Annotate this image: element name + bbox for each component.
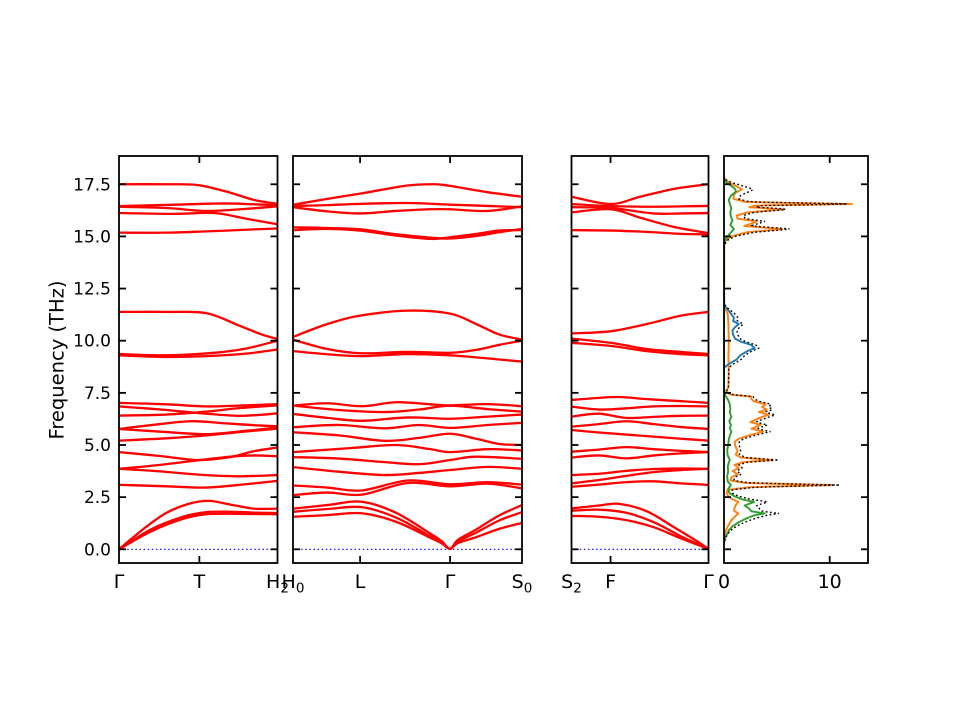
phonon-band — [119, 205, 278, 213]
phonon-band — [119, 512, 278, 551]
phonon-band — [293, 401, 522, 408]
phonon-band — [571, 395, 709, 405]
phonon-band — [119, 479, 278, 489]
x-tick-label: Γ — [703, 571, 714, 593]
phonon-band — [571, 207, 709, 235]
axes-frame — [723, 155, 869, 564]
phonon-band — [571, 514, 709, 551]
y-tick-label: 5.0 — [84, 436, 111, 456]
phonon-band — [293, 511, 522, 551]
phonon-band — [571, 202, 709, 208]
phonon-band — [119, 348, 278, 359]
y-axis-title: Frequency (THz) — [45, 280, 69, 440]
phonon-band — [293, 443, 522, 454]
phonon-band — [571, 206, 709, 216]
x-tick-label: L — [355, 571, 366, 593]
dos-series-orange — [724, 176, 853, 542]
panel-H0-L-gamma-S0: H0 L Γ S0 — [282, 155, 533, 597]
phonon-band — [571, 412, 709, 420]
y-tick-label: 15.0 — [73, 227, 111, 247]
x-tick-label: T — [193, 571, 206, 593]
phonon-band — [571, 404, 709, 411]
phonon-band — [119, 339, 278, 357]
axes-frame — [118, 155, 279, 564]
phonon-band — [571, 341, 709, 357]
phonon-band — [293, 455, 522, 466]
phonon-band — [571, 450, 709, 460]
phonon-band — [571, 183, 709, 206]
dos-total-dotted — [724, 173, 847, 550]
dos-series-green — [724, 178, 766, 544]
phonon-band — [119, 227, 278, 234]
y-tick-label: 2.5 — [84, 488, 111, 508]
phonon-band — [571, 228, 709, 236]
phonon-band — [571, 337, 709, 356]
phonon-band — [571, 310, 709, 335]
x-tick-label: Γ — [114, 571, 125, 593]
phonon-band — [293, 481, 522, 497]
phonon-band — [293, 479, 522, 492]
phonon-band — [119, 454, 278, 470]
axes-frame — [570, 155, 710, 564]
x-tick-label: H0 — [282, 571, 305, 597]
phonon-band — [293, 431, 522, 447]
phonon-band — [571, 428, 709, 442]
y-tick-label: 17.5 — [73, 175, 111, 195]
x-tick-label: S0 — [512, 571, 533, 597]
phonon-band — [571, 467, 709, 477]
phonon-band — [119, 446, 278, 462]
x-tick-label: S2 — [561, 571, 582, 597]
phonon-band — [293, 412, 522, 422]
phonon-band — [119, 404, 278, 417]
phonon-band — [293, 183, 522, 206]
phonon-band — [293, 421, 522, 430]
phonon-band — [119, 467, 278, 478]
phonon-band — [293, 227, 522, 241]
y-tick-label: 0.0 — [84, 540, 111, 560]
phonon-band — [571, 502, 709, 551]
phonon-band — [571, 467, 709, 485]
phonon-band — [571, 445, 709, 454]
phonon-band — [119, 211, 278, 226]
phonon-band — [293, 201, 522, 209]
projected-dos-panel: 0 10 — [718, 155, 869, 593]
phonon-band — [119, 499, 278, 551]
phonon-band — [119, 510, 278, 551]
phonon-band — [119, 420, 278, 431]
phonon-band — [119, 401, 278, 408]
x-tick-label: H2 — [266, 571, 289, 597]
phonon-band — [293, 338, 522, 355]
x-tick-label: 10 — [818, 571, 842, 593]
x-tick-label: Γ — [445, 571, 456, 593]
dos-series-blue — [724, 302, 756, 369]
axes-frame — [292, 155, 523, 564]
phonon-band — [571, 508, 709, 551]
phonon-band — [119, 310, 278, 341]
x-tick-label: F — [605, 571, 616, 593]
phonon-band — [293, 349, 522, 363]
y-tick-label: 12.5 — [73, 280, 111, 300]
phonon-band — [119, 183, 278, 206]
x-tick-label: 0 — [718, 571, 730, 593]
y-tick-label: 10.0 — [73, 332, 111, 352]
phonon-band — [293, 465, 522, 477]
panel-S2-F-gamma: S2 F Γ — [561, 155, 714, 597]
phonon-band — [119, 202, 278, 208]
phonon-band — [293, 404, 522, 414]
phonon-band — [571, 480, 709, 488]
y-tick-label: 7.5 — [84, 384, 111, 404]
phonon-band — [293, 205, 522, 215]
panel-gamma-T-H2: Γ T H2 — [114, 155, 289, 597]
phonon-band — [119, 426, 278, 436]
phonon-band — [293, 309, 522, 341]
phonon-band — [119, 405, 278, 417]
phonon-band — [571, 420, 709, 431]
